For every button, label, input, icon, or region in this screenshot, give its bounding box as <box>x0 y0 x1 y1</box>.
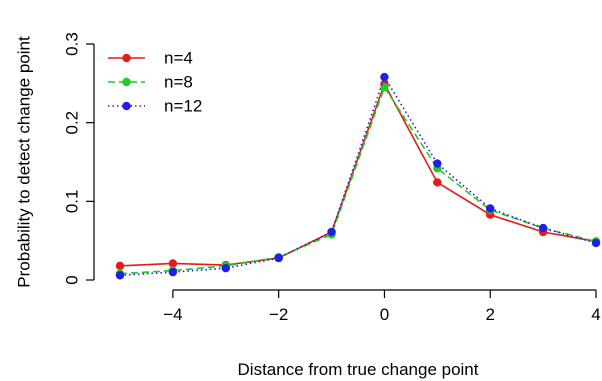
y-axis-title: Probability to detect change point <box>15 36 34 288</box>
x-axis-title: Distance from true change point <box>238 360 479 379</box>
x-tick-label: 4 <box>591 305 600 324</box>
y-tick-label: 0.3 <box>63 32 82 56</box>
y-tick-label: 0 <box>63 275 82 284</box>
data-point <box>168 267 178 277</box>
data-point <box>486 204 495 213</box>
legend-label: n=12 <box>164 97 202 116</box>
legend-marker <box>122 101 131 111</box>
data-point <box>591 238 601 248</box>
data-point <box>433 178 442 187</box>
legend-label: n=8 <box>164 73 193 92</box>
x-tick-label: −4 <box>163 305 182 324</box>
data-point <box>433 159 442 168</box>
y-axis: 0 0.1 0.2 0.3 <box>63 32 95 285</box>
x-axis: −4 −2 0 2 4 <box>163 289 601 324</box>
data-point <box>168 259 178 268</box>
data-point <box>380 72 389 82</box>
legend: n=4 n=8 n=12 <box>108 49 202 116</box>
y-tick-label: 0.2 <box>63 111 82 135</box>
x-tick-label: −2 <box>269 305 288 324</box>
data-point <box>115 271 125 280</box>
data-point <box>327 227 336 237</box>
x-tick-label: 0 <box>380 305 389 324</box>
series-line <box>119 75 597 277</box>
data-point <box>538 223 548 233</box>
legend-item: n=4 <box>108 49 193 68</box>
legend-label: n=4 <box>164 49 193 68</box>
legend-item: n=8 <box>108 73 193 92</box>
legend-marker <box>122 53 131 63</box>
series-2 <box>115 72 601 280</box>
series-line <box>119 82 597 267</box>
chart-series <box>115 72 601 280</box>
y-tick-label: 0.1 <box>63 190 82 214</box>
data-point <box>274 253 283 263</box>
legend-marker <box>122 77 131 87</box>
x-tick-label: 2 <box>485 305 494 324</box>
data-point <box>115 261 125 271</box>
legend-item: n=12 <box>108 97 202 116</box>
data-point <box>221 264 230 273</box>
